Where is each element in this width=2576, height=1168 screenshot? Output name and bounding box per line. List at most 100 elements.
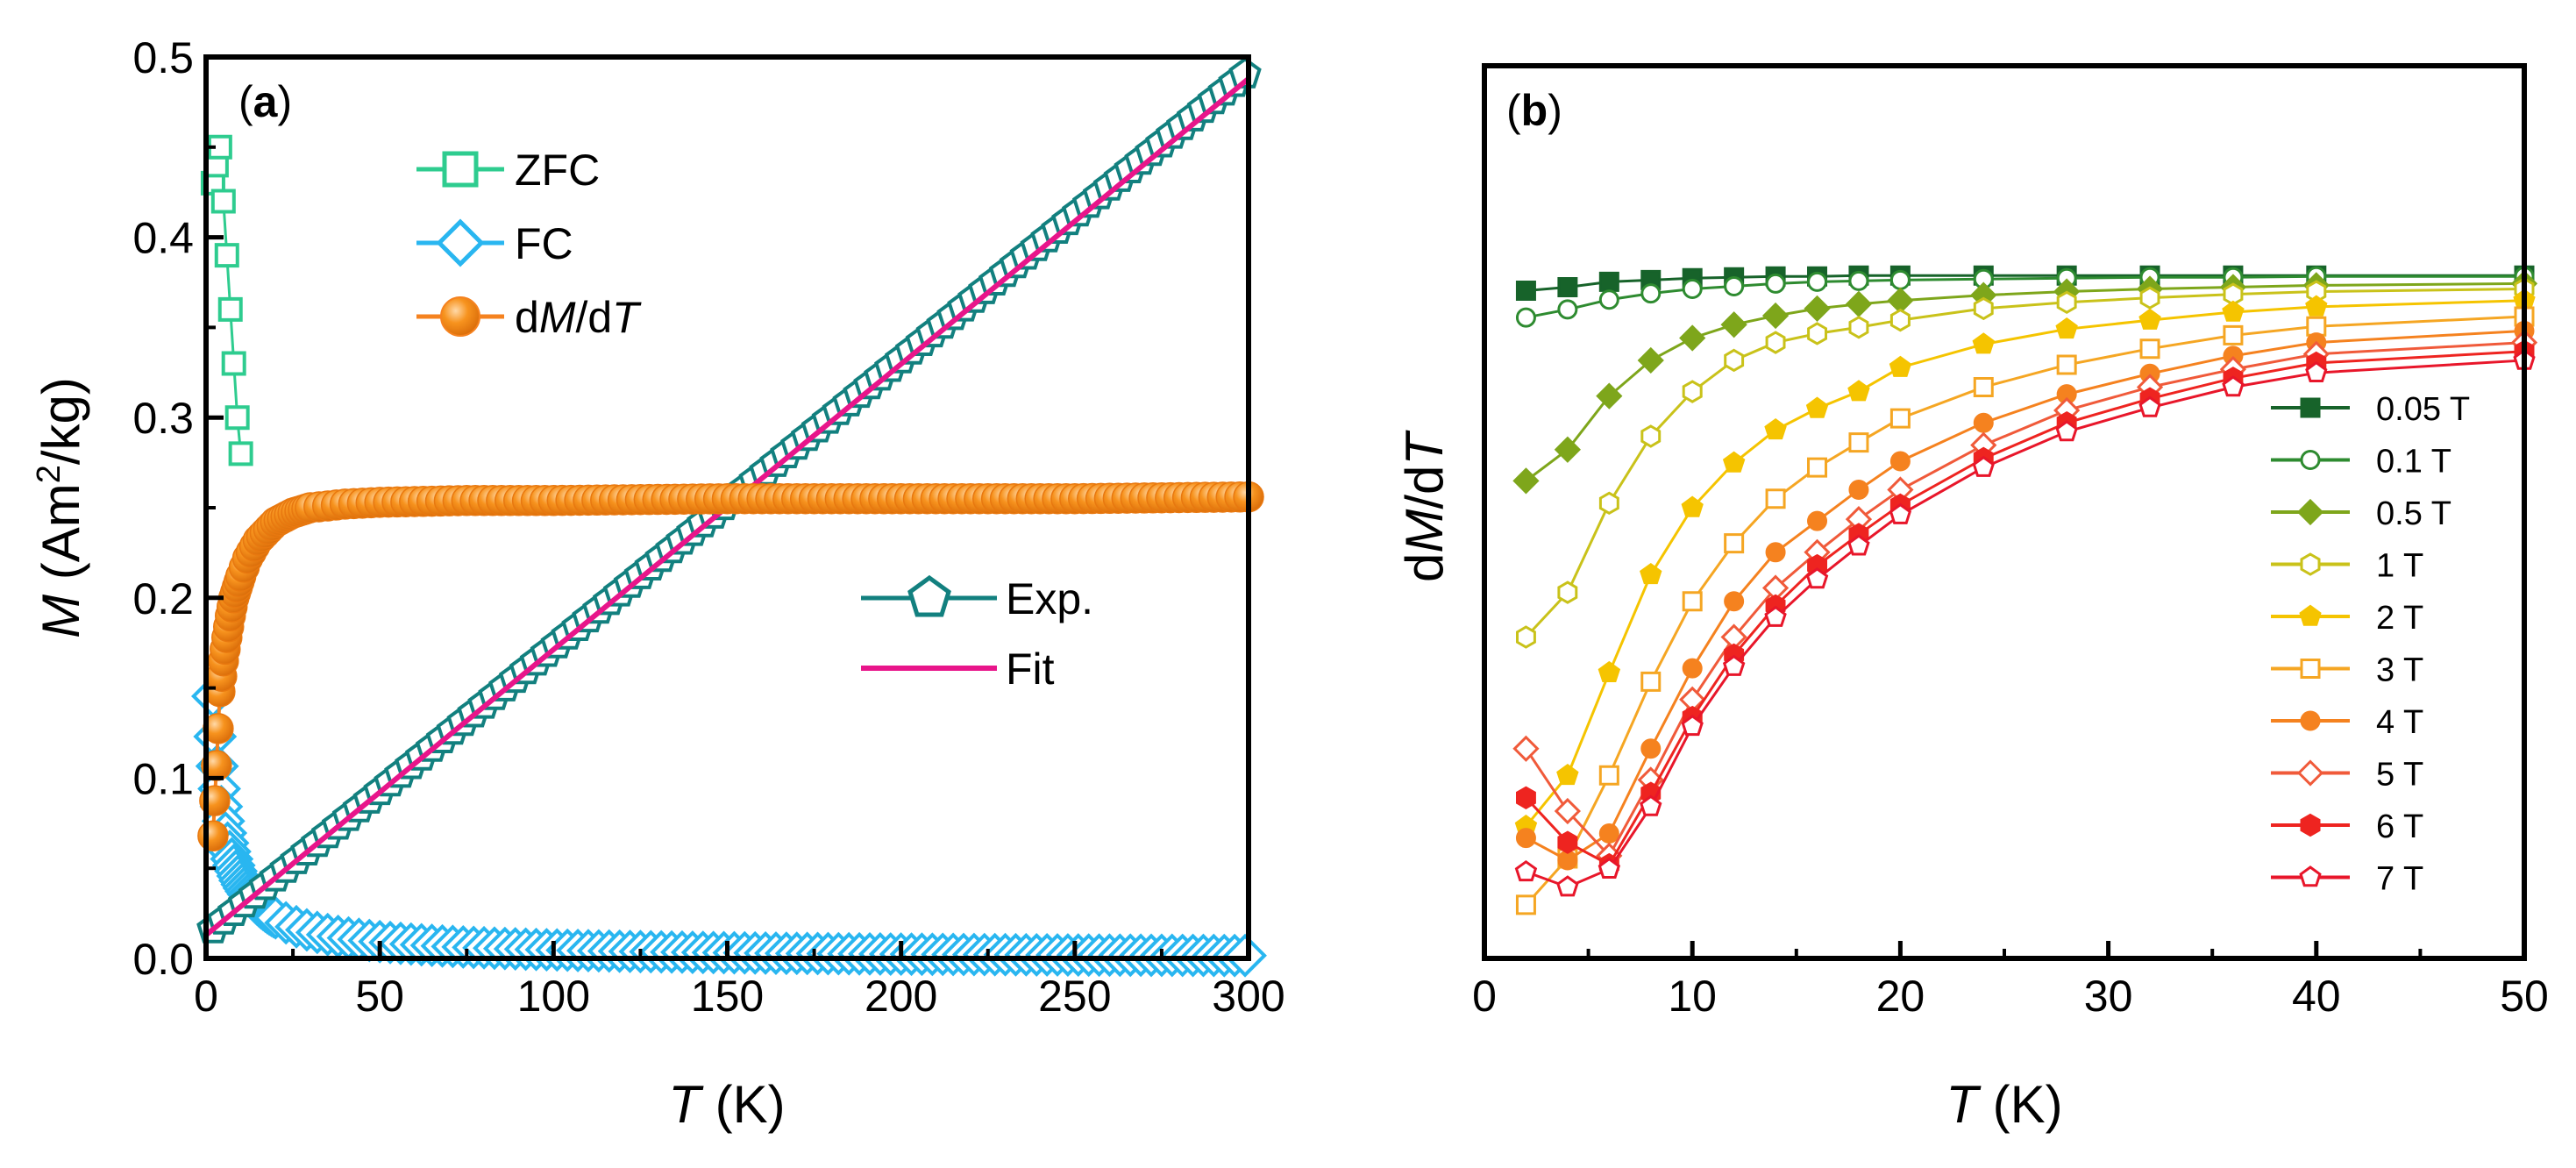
data-point [1557, 580, 1578, 604]
data-point [1516, 625, 1536, 649]
x-tick-label: 50 [355, 972, 404, 1021]
data-point [2138, 308, 2161, 330]
legend-label: 1 T [2376, 548, 2423, 585]
data-point [1598, 491, 1619, 516]
data-point [1765, 488, 1786, 509]
series-line [1525, 350, 2525, 867]
legend-item-dmdt: dM/dT [416, 293, 642, 342]
series-fc [190, 674, 1267, 978]
legend-label-dmdt: dM/dT [515, 293, 642, 342]
panel-b: 0 10 20 30 40 50 (b) 0.05 T 0.1 T 0.5 T 1 T 2 T 3 … [1395, 63, 2549, 1134]
data-point [1847, 534, 1870, 556]
data-point [2056, 290, 2077, 315]
panel-a-plot-area: 0 50 100 150 200 250 300 0.0 0.1 0.2 0.3 0.4 0.5 [132, 33, 1284, 1021]
series-line [1526, 274, 2524, 319]
zfc-point [214, 243, 239, 268]
data-point [1889, 308, 1911, 332]
panel-a-y-axis-label: M (Am2/kg) [31, 377, 90, 638]
x-tick-label: 150 [691, 972, 764, 1021]
legend-label-zfc: ZFC [515, 146, 600, 195]
data-point [1848, 480, 1869, 501]
data-point [1889, 269, 1911, 290]
data-point [1554, 797, 1582, 825]
x-tick-label: 10 [1668, 972, 1717, 1021]
data-point [2306, 316, 2327, 337]
legend-item: 4 T [2271, 704, 2423, 741]
data-point [1973, 296, 1994, 321]
panel-a: 0 50 100 150 200 250 300 0.0 0.1 0.2 0.3 0.4 0.5 (a)… [31, 33, 1285, 1134]
exp-point [1228, 57, 1262, 89]
data-point [1722, 654, 1746, 676]
zfc-point [210, 189, 236, 214]
data-point [1681, 495, 1704, 517]
data-point [1598, 823, 1619, 844]
legend-label: 6 T [2376, 808, 2423, 845]
data-point [1640, 738, 1662, 759]
data-point [1514, 859, 1538, 882]
exp-marker-icon [907, 574, 951, 617]
series-dmdt [197, 481, 1264, 851]
data-point [1973, 376, 1994, 397]
series-line [1525, 281, 2525, 482]
data-point [1640, 671, 1662, 692]
data-point [1847, 380, 1870, 402]
data-point [1889, 451, 1911, 472]
series-4-t [1515, 320, 2535, 871]
data-point [1722, 451, 1746, 473]
legend-label: 0.05 T [2376, 391, 2470, 428]
data-point [2222, 300, 2245, 322]
data-point [2223, 324, 2244, 345]
zfc-marker-icon [442, 151, 479, 188]
legend-item-fit: Fit [861, 645, 1055, 694]
data-point [2055, 317, 2078, 339]
series-line [1525, 288, 2525, 638]
legend-marker-icon [2300, 710, 2321, 731]
data-point [1556, 875, 1579, 897]
data-point [2055, 420, 2078, 442]
x-tick-label: 300 [1212, 972, 1284, 1021]
fc-line [211, 695, 1246, 958]
panel-b-legend: 0.05 T 0.1 T 0.5 T 1 T 2 T 3 T 4 T 5 T 6 T 7 T [2271, 391, 2470, 898]
data-point [2139, 338, 2160, 360]
data-point [1682, 279, 1703, 299]
data-point [1598, 660, 1621, 682]
x-tick-label: 50 [2500, 972, 2549, 1021]
legend-marker-icon [2300, 552, 2321, 576]
data-point [1512, 467, 1540, 495]
legend-marker-icon [2299, 604, 2322, 626]
legend-item-fc: FC [416, 218, 573, 268]
legend-label: 7 T [2376, 861, 2423, 898]
data-point [1515, 828, 1536, 849]
legend-item: 7 T [2271, 861, 2423, 898]
data-point [1807, 322, 1827, 345]
panel-b-x-axis-label: T (K) [1946, 1075, 2062, 1134]
legend-label: 5 T [2376, 757, 2423, 794]
legend-item-zfc: ZFC [416, 146, 600, 195]
legend-marker-icon [2300, 450, 2321, 470]
data-point [1764, 605, 1787, 627]
data-point [1805, 567, 1829, 589]
data-point [2138, 395, 2161, 417]
legend-label: 3 T [2376, 652, 2423, 689]
data-point [1804, 295, 1831, 323]
fc-marker-icon [436, 218, 485, 267]
fc-point [1223, 933, 1267, 978]
series-line [1526, 274, 2524, 293]
series-1-t [1516, 277, 2535, 649]
data-point [1598, 857, 1621, 879]
data-point [1679, 324, 1706, 352]
dmdt-marker-icon [440, 296, 480, 337]
series-line [1525, 341, 2525, 858]
x-tick-label: 40 [2292, 972, 2341, 1021]
data-point [1887, 287, 1914, 314]
data-point [1554, 436, 1582, 463]
data-point [1807, 510, 1828, 531]
x-tick-label: 0 [194, 972, 218, 1021]
legend-label-fc: FC [515, 219, 573, 268]
data-point [1972, 332, 1995, 354]
legend-label-fit: Fit [1006, 645, 1055, 694]
x-tick-label: 30 [2084, 972, 2133, 1021]
legend-item-exp: Exp. [861, 574, 1093, 623]
data-point [1640, 562, 1662, 585]
data-point [1682, 591, 1703, 612]
